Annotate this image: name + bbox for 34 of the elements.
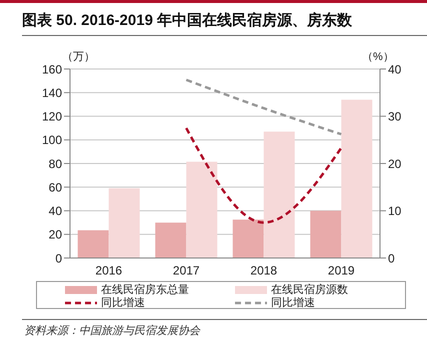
bar — [186, 162, 218, 258]
y-tick-label: 100 — [42, 133, 62, 148]
chart-title: 图表 50. 2016-2019 年中国在线民宿房源、房东数 — [22, 11, 427, 36]
legend-label: 同比增速 — [101, 296, 145, 310]
bar — [78, 230, 109, 258]
y-tick-label: 140 — [42, 86, 62, 100]
bar — [310, 210, 342, 258]
y2-tick-label: 30 — [388, 110, 402, 124]
text: 资料来源：中国旅游与民宿发展协会 — [24, 324, 200, 338]
y-tick-label: 160 — [42, 62, 62, 76]
bar — [232, 220, 264, 258]
y2-tick-label: 40 — [388, 62, 402, 76]
y2-axis-title: （%） — [362, 50, 394, 64]
x-tick-label: 2016 — [95, 264, 122, 278]
y-tick-label: 60 — [48, 180, 62, 194]
y-tick-label: 80 — [48, 156, 62, 171]
x-tick-label: 2018 — [250, 264, 278, 278]
y-axis-title: （万） — [62, 50, 95, 64]
legend-label: 在线民宿房源数 — [271, 282, 348, 297]
y2-tick-label: 0 — [388, 251, 395, 266]
bar — [341, 100, 372, 258]
y-tick-label: 0 — [55, 251, 62, 266]
bar — [264, 132, 295, 258]
x-tick-label: 2017 — [172, 264, 200, 278]
legend-label: 在线民宿房东总量 — [101, 282, 189, 297]
legend-label: 同比增速 — [271, 296, 315, 310]
bar — [155, 222, 186, 258]
y-tick-label: 40 — [48, 204, 62, 218]
y-tick-label: 120 — [42, 110, 62, 124]
y2-tick-label: 10 — [388, 204, 402, 218]
bar — [108, 188, 140, 258]
y-tick-label: 20 — [48, 228, 62, 242]
y2-tick-label: 20 — [388, 156, 402, 171]
x-tick-label: 2019 — [328, 264, 355, 278]
